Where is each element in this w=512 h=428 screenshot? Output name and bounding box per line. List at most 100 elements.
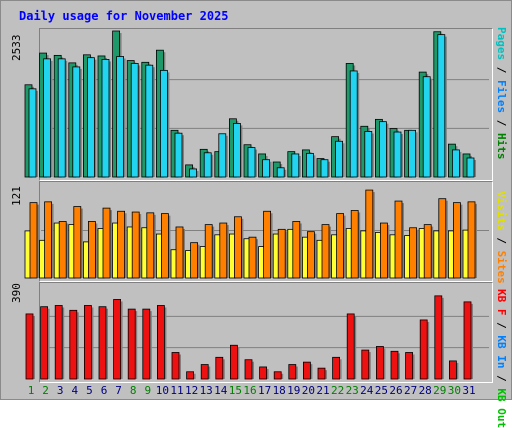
sites-bar (190, 242, 199, 279)
sites-bar (438, 198, 447, 279)
day-label: 28 (419, 384, 432, 397)
day-label: 4 (71, 384, 78, 397)
day-label: 9 (144, 384, 151, 397)
kbf-bar (434, 295, 443, 380)
sites-bar (58, 221, 67, 279)
kbf-bar (448, 360, 457, 380)
sites-bar (88, 221, 96, 279)
files-bar (320, 159, 329, 178)
kbf-bar (346, 313, 355, 380)
kbf-bar (273, 371, 282, 380)
sites-bar (117, 210, 125, 279)
day-label: 19 (287, 384, 300, 397)
chart-canvas: 1 2 3 4 5 6 7 8 9 10 11 12 13 14 15 16 17 18 19 20 21 22 23 24 2… (24, 30, 489, 397)
kbf-bar (244, 359, 253, 380)
kbf-bar (200, 364, 209, 380)
sites-bar (321, 224, 330, 279)
day-label: 22 (331, 384, 344, 397)
kbf-bar (186, 371, 195, 380)
day-label: 20 (302, 384, 315, 397)
files-bar (276, 167, 285, 178)
files-bar (145, 64, 154, 178)
day-label: 31 (462, 384, 475, 397)
files-bar (335, 140, 344, 178)
files-bar (305, 152, 314, 178)
kbf-bar (215, 356, 224, 380)
sites-bar (248, 236, 257, 279)
kbf-bar (229, 344, 238, 380)
files-bar (189, 168, 198, 178)
day-label: 2 (42, 384, 49, 397)
day-label: 8 (130, 384, 137, 397)
day-label: 7 (115, 384, 122, 397)
kbf-bar (302, 361, 311, 380)
files-bar (57, 58, 66, 178)
kbf-bar (288, 364, 297, 380)
sites-bar (44, 201, 52, 279)
kbf-bar (361, 349, 370, 380)
files-bar (291, 153, 300, 178)
day-label: 26 (389, 384, 402, 397)
sites-bar (452, 202, 461, 279)
files-bar (130, 63, 139, 178)
sites-bar (146, 212, 155, 279)
files-bar (422, 76, 431, 178)
kbf-bar (332, 356, 341, 380)
kbf-bar (98, 306, 107, 380)
files-bar (262, 159, 271, 178)
kbf-bar (419, 319, 428, 380)
day-label: 6 (101, 384, 108, 397)
kbf-bar (69, 309, 78, 380)
kbf-bar (40, 306, 48, 380)
files-bar (349, 70, 358, 178)
files-bar (232, 122, 241, 178)
day-label: 21 (316, 384, 329, 397)
sites-bar (277, 228, 286, 279)
files-bar (218, 133, 227, 178)
files-bar (28, 88, 37, 178)
day-label: 30 (448, 384, 461, 397)
day-label: 10 (156, 384, 169, 397)
sites-bar (379, 222, 388, 279)
kbf-bar (127, 308, 136, 380)
sites-bar (336, 213, 345, 279)
day-label: 11 (170, 384, 183, 397)
sites-bar (29, 202, 38, 279)
day-label: 13 (200, 384, 213, 397)
day-label: 24 (360, 384, 374, 397)
day-label: 23 (346, 384, 359, 397)
day-label: 14 (214, 384, 228, 397)
files-bar (378, 121, 387, 178)
day-label: 15 (229, 384, 242, 397)
sites-bar (423, 224, 432, 279)
files-bar (159, 69, 168, 178)
kbf-bar (84, 305, 92, 380)
files-bar (174, 132, 183, 178)
kbf-bar (142, 308, 151, 380)
sites-bar (233, 216, 242, 279)
files-bar (408, 129, 417, 178)
sites-bar (292, 221, 301, 279)
kbf-bar (54, 305, 63, 380)
kbf-bar (405, 352, 414, 380)
chart-title: Daily usage for November 2025 (19, 9, 229, 23)
kbf-bar (390, 350, 399, 380)
day-label: 18 (273, 384, 286, 397)
files-bar (72, 66, 81, 178)
kbf-bar (171, 352, 180, 380)
day-label: 25 (375, 384, 388, 397)
day-label: 27 (404, 384, 417, 397)
sites-bar (131, 211, 140, 279)
files-bar (116, 56, 124, 178)
sites-bar (350, 210, 359, 279)
sites-bar (204, 224, 213, 279)
sites-bar (73, 206, 82, 279)
files-bar (364, 131, 373, 178)
files-bar (437, 34, 446, 178)
files-bar (393, 131, 402, 178)
sites-bar (102, 207, 111, 279)
kbf-bar (113, 299, 121, 380)
day-label: 3 (57, 384, 64, 397)
files-bar (101, 59, 110, 178)
files-bar (87, 57, 95, 178)
